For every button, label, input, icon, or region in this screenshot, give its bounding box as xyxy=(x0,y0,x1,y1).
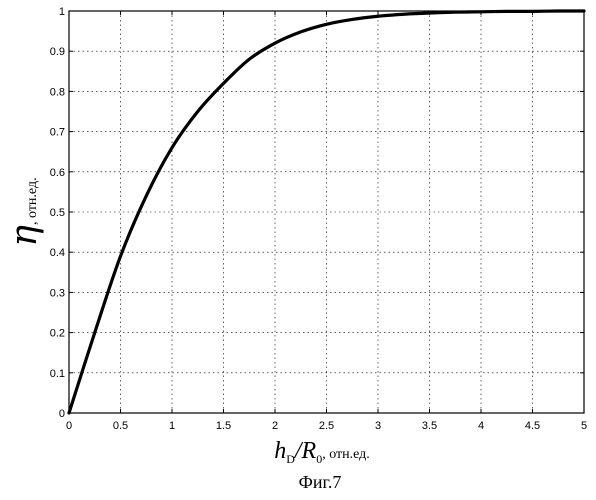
y-axis-label: η, отн.ед. xyxy=(4,177,45,246)
y-axis-symbol: η xyxy=(4,225,45,247)
x-tick-label: 0 xyxy=(66,420,72,432)
y-tick-labels: 0 0.1 0.2 0.3 0.4 0.5 0.6 0.7 0.8 0.9 1 xyxy=(50,6,65,420)
x-axis-r: R xyxy=(301,438,317,464)
x-axis-h: h xyxy=(274,438,286,464)
y-tick-label: 0.6 xyxy=(50,167,65,179)
x-axis-h-subscript: D xyxy=(286,452,295,466)
x-tick-label: 2 xyxy=(272,420,278,432)
y-tick-label: 0.1 xyxy=(50,368,65,380)
x-axis-unit: , отн.ед. xyxy=(322,447,370,462)
y-tick-label: 0.2 xyxy=(50,328,65,340)
x-tick-labels: 0 0.5 1 1.5 2 2.5 3 3.5 4 4.5 5 xyxy=(66,420,587,432)
y-tick-label: 1 xyxy=(59,6,65,18)
x-tick-label: 1 xyxy=(169,420,175,432)
x-tick-label: 0.5 xyxy=(113,420,128,432)
x-tick-label: 1.5 xyxy=(216,420,231,432)
x-tick-label: 3.5 xyxy=(422,420,437,432)
grid-lines xyxy=(69,11,584,413)
x-axis-label: hD/R0, отн.ед. xyxy=(274,438,370,466)
y-tick-label: 0.8 xyxy=(50,86,65,98)
x-tick-label: 3 xyxy=(375,420,381,432)
x-tick-label: 2.5 xyxy=(319,420,334,432)
y-tick-label: 0 xyxy=(59,408,65,420)
x-tick-label: 4.5 xyxy=(525,420,540,432)
y-tick-label: 0.4 xyxy=(50,247,65,259)
y-tick-label: 0.7 xyxy=(50,127,65,139)
x-tick-label: 4 xyxy=(478,420,484,432)
y-tick-label: 0.9 xyxy=(50,46,65,58)
y-tick-label: 0.3 xyxy=(50,287,65,299)
y-tick-label: 0.5 xyxy=(50,207,65,219)
y-axis-unit: , отн.ед. xyxy=(25,177,40,225)
x-tick-label: 5 xyxy=(581,420,587,432)
figure-caption: Фиг.7 xyxy=(299,472,342,492)
